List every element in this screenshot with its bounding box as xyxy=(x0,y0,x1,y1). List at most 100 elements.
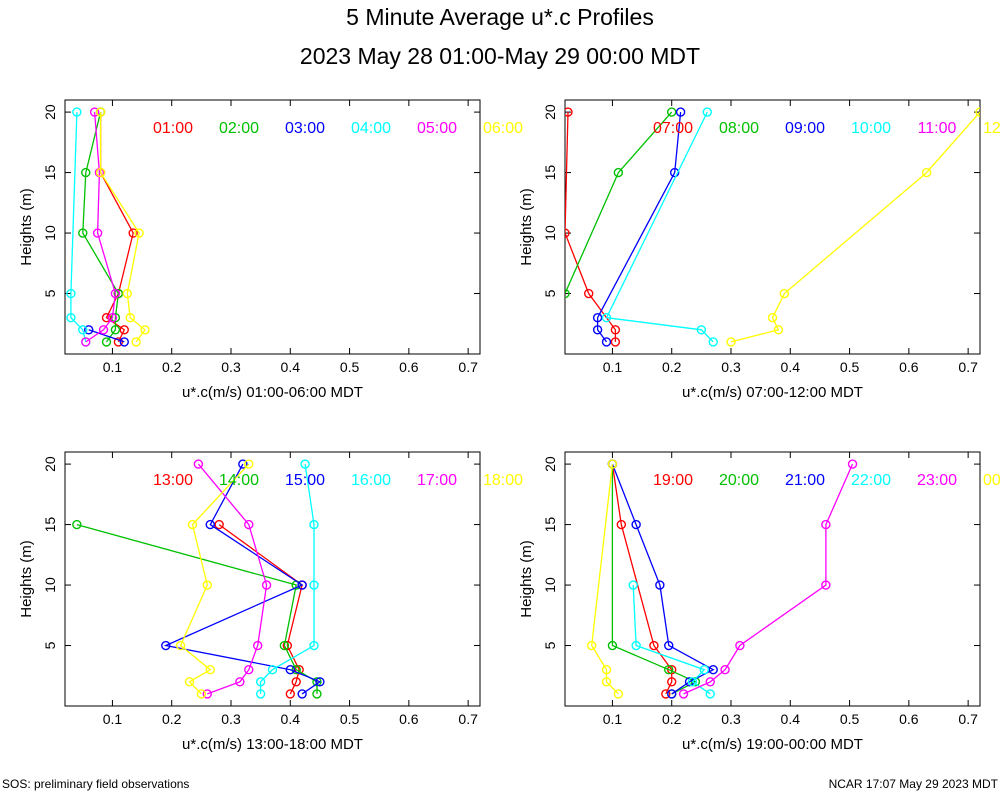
legend-entry: 21:00 xyxy=(785,472,825,489)
footer-disclaimer: SOS: preliminary field observations xyxy=(2,777,190,791)
data-point xyxy=(285,665,295,675)
data-point xyxy=(267,665,278,675)
x-tick-label: 0.4 xyxy=(281,711,301,727)
plot-frame xyxy=(64,99,481,355)
y-tick-label: 5 xyxy=(542,641,558,649)
data-point xyxy=(696,325,707,335)
data-point xyxy=(95,167,106,178)
x-tick-label: 0.2 xyxy=(162,711,182,727)
data-point xyxy=(309,640,319,651)
series-line-23:00 xyxy=(683,463,854,695)
data-point xyxy=(664,640,674,651)
legend-entry: 03:00 xyxy=(285,120,325,137)
y-tick-label: 10 xyxy=(42,577,58,593)
data-point xyxy=(584,288,594,299)
panel-3: 0.1 0.2 0.3 0.4 0.5 0.6 0.7 5 10 15 20 u*.c(m/s) 13… xyxy=(18,451,523,753)
x-tick-label: 0.7 xyxy=(458,711,478,727)
legend-entry: 02:00 xyxy=(219,120,259,137)
x-axis-label: u*.c(m/s) 07:00-12:00 MDT xyxy=(682,384,863,401)
panel-2: 0.1 0.2 0.3 0.4 0.5 0.6 0.7 5 10 15 20 u*.c(m/s) 07… xyxy=(518,99,1000,401)
x-tick-label: 0.2 xyxy=(662,711,682,727)
data-point xyxy=(847,459,858,469)
data-point xyxy=(78,325,88,335)
data-point xyxy=(89,107,100,117)
data-point xyxy=(705,689,715,699)
data-point xyxy=(110,313,121,323)
data-point xyxy=(592,313,603,323)
data-point xyxy=(664,665,674,675)
x-tick-label: 0.7 xyxy=(958,359,978,375)
y-tick-label: 20 xyxy=(542,456,558,472)
data-point xyxy=(110,325,121,335)
data-point xyxy=(921,167,932,178)
data-point xyxy=(291,665,301,675)
data-point xyxy=(193,459,204,469)
x-tick-label: 0.6 xyxy=(399,359,419,375)
data-point xyxy=(610,337,621,347)
y-tick-label: 20 xyxy=(42,104,58,120)
data-point xyxy=(255,677,266,687)
x-tick-label: 0.6 xyxy=(899,711,919,727)
data-point xyxy=(282,640,293,651)
legend-entry: 23:00 xyxy=(917,472,957,489)
data-point xyxy=(110,288,121,299)
y-tick-label: 10 xyxy=(42,225,58,241)
data-point xyxy=(601,337,612,347)
data-point xyxy=(291,677,301,687)
y-tick-label: 15 xyxy=(42,165,58,181)
data-point xyxy=(702,107,712,117)
data-point xyxy=(285,689,295,699)
data-point xyxy=(244,459,254,469)
data-point xyxy=(92,228,103,238)
series-line-05:00 xyxy=(85,112,117,343)
legend-entry: 18:00 xyxy=(483,472,523,489)
data-point xyxy=(601,677,612,687)
data-point xyxy=(107,313,118,323)
data-point xyxy=(661,689,671,699)
x-tick-label: 0.1 xyxy=(603,711,623,727)
legend-entry: 15:00 xyxy=(285,472,325,489)
legend-entry: 01:00 xyxy=(153,120,193,137)
legend-entry: 13:00 xyxy=(153,472,193,489)
y-tick-label: 15 xyxy=(542,517,558,533)
data-point xyxy=(205,519,215,530)
data-point xyxy=(601,665,612,675)
x-tick-label: 0.5 xyxy=(840,711,860,727)
x-tick-label: 0.5 xyxy=(340,359,360,375)
data-point xyxy=(101,337,112,347)
data-point xyxy=(773,325,784,335)
y-axis-label: Heights (m) xyxy=(518,188,535,266)
data-point xyxy=(735,640,745,651)
data-point xyxy=(667,689,677,699)
data-point xyxy=(66,313,76,323)
legend-entry: 12:00 xyxy=(983,120,1000,137)
data-point xyxy=(565,228,570,238)
legend-entry: 20:00 xyxy=(719,472,759,489)
plot-area xyxy=(72,459,325,699)
series-line-00:00 xyxy=(591,464,619,695)
y-tick-label: 15 xyxy=(542,165,558,181)
panel-4: 0.1 0.2 0.3 0.4 0.5 0.6 0.7 5 10 15 20 u*.c(m/s) 19… xyxy=(518,451,1000,753)
data-point xyxy=(244,519,254,530)
data-point xyxy=(699,665,710,675)
y-tick-label: 5 xyxy=(42,289,58,297)
x-tick-label: 0.1 xyxy=(103,359,123,375)
series-line-12:00 xyxy=(730,111,980,343)
x-tick-label: 0.3 xyxy=(221,711,241,727)
series-line-03:00 xyxy=(88,329,125,343)
legend-entry: 17:00 xyxy=(417,472,457,489)
data-point xyxy=(687,677,698,687)
series-line-17:00 xyxy=(197,463,268,695)
data-point xyxy=(821,580,831,590)
series-line-10:00 xyxy=(605,111,714,343)
legend-entry: 05:00 xyxy=(417,120,457,137)
x-tick-label: 0.6 xyxy=(399,711,419,727)
data-point xyxy=(244,665,254,675)
legend-entry: 09:00 xyxy=(785,120,825,137)
data-point xyxy=(101,313,112,323)
series-line-06:00 xyxy=(99,112,146,343)
data-point xyxy=(678,689,689,699)
series-line-16:00 xyxy=(259,464,315,694)
series-line-21:00 xyxy=(611,463,715,695)
